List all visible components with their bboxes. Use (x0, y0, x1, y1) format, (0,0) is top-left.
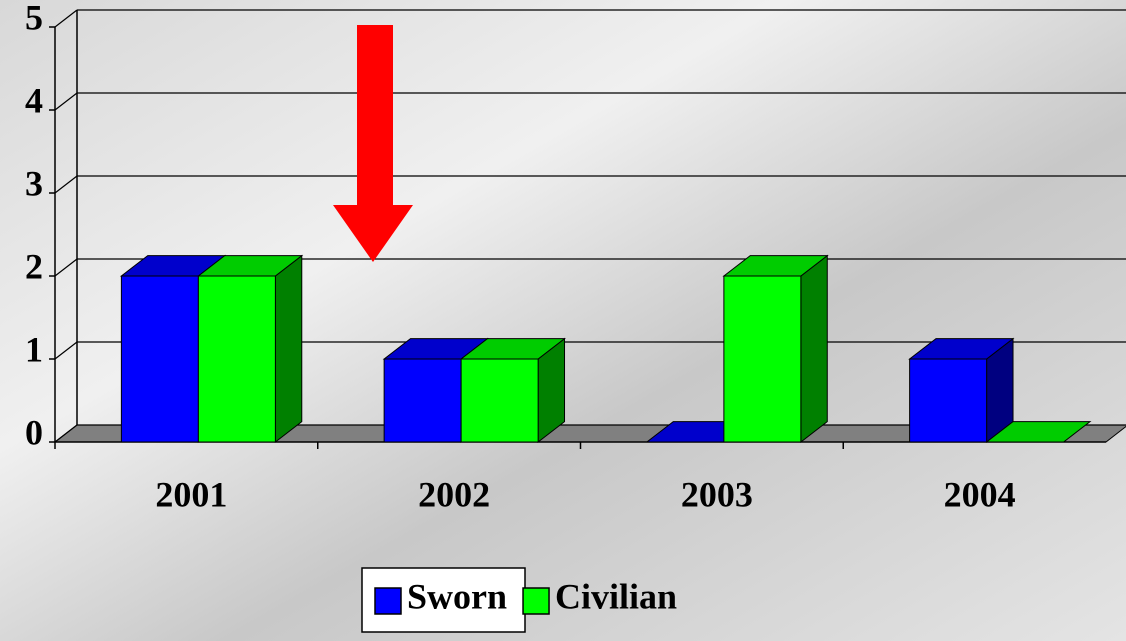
legend-swatch (523, 588, 549, 614)
x-tick-label: 2001 (155, 474, 227, 514)
x-tick-label: 2004 (944, 474, 1016, 514)
bar (121, 276, 198, 442)
y-tick-label: 5 (25, 0, 43, 37)
legend-swatch (375, 588, 401, 614)
bar (910, 359, 987, 442)
bar (461, 359, 538, 442)
y-tick-label: 4 (25, 80, 43, 120)
chart: 0 1 2 3 4 5 2001 2002 2003 2004 Sworn Civilian (0, 0, 1126, 641)
x-tick-label: 2002 (418, 474, 490, 514)
bar (384, 359, 461, 442)
y-tick-label: 1 (25, 329, 43, 369)
bar-side (801, 256, 827, 442)
legend-label: Civilian (555, 576, 677, 616)
bar (198, 276, 275, 442)
legend-label: Sworn (407, 576, 507, 616)
bar (724, 276, 801, 442)
bar-side (275, 256, 301, 442)
y-tick-label: 2 (25, 246, 43, 286)
y-tick-label: 0 (25, 412, 43, 452)
x-tick-label: 2003 (681, 474, 753, 514)
y-tick-label: 3 (25, 163, 43, 203)
